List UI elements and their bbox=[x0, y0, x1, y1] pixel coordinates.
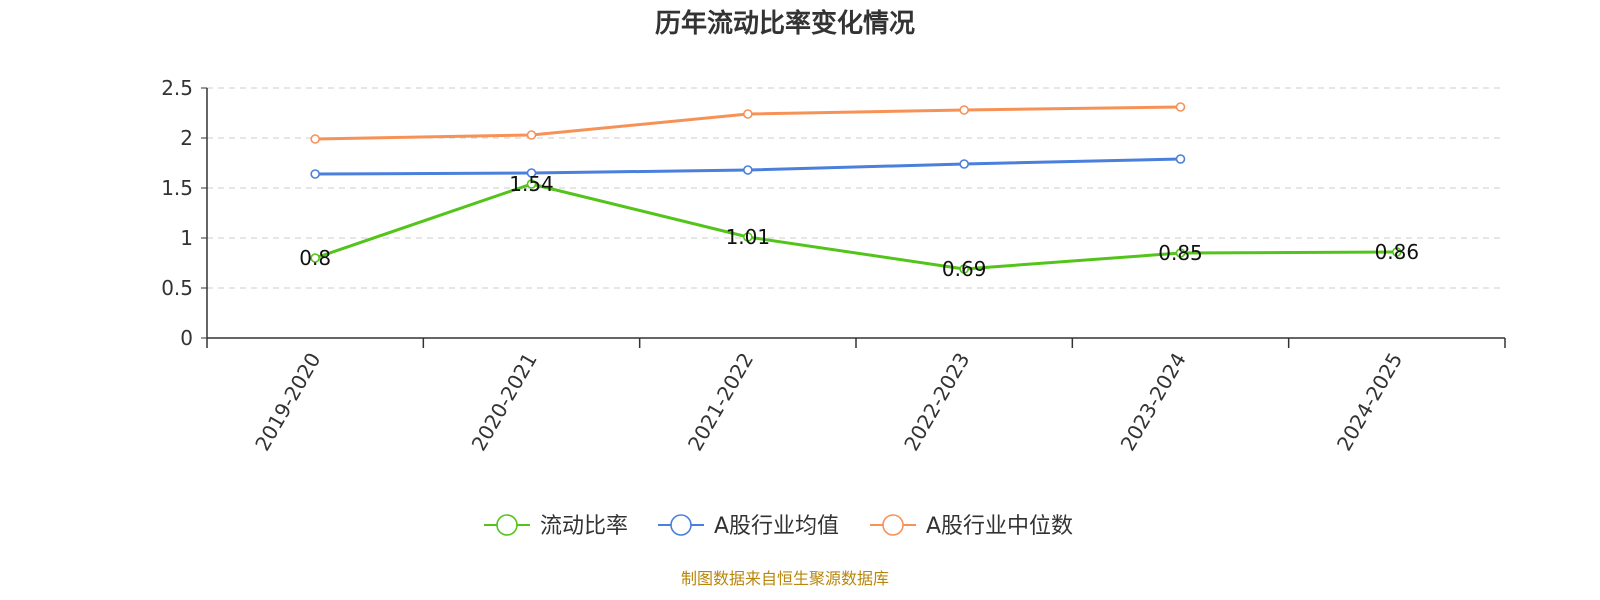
legend-marker bbox=[496, 514, 518, 536]
x-tick-label: 2022-2023 bbox=[899, 349, 974, 455]
x-tick-label: 2020-2021 bbox=[467, 349, 542, 455]
series-lines bbox=[310, 102, 1402, 274]
y-tick-label: 1 bbox=[180, 226, 193, 250]
chart-title: 历年流动比率变化情况 bbox=[655, 8, 915, 39]
axes bbox=[206, 88, 1505, 339]
data-point[interactable] bbox=[743, 232, 753, 242]
data-point[interactable] bbox=[1175, 154, 1186, 164]
data-point[interactable] bbox=[959, 105, 969, 115]
x-tick-label: 2023-2024 bbox=[1116, 349, 1191, 455]
data-source: 制图数据来自恒生聚源数据库 bbox=[681, 569, 889, 588]
legend-label: A股行业均值 bbox=[714, 514, 839, 539]
y-tick-label: 1.5 bbox=[161, 176, 193, 200]
data-point[interactable] bbox=[310, 253, 320, 263]
data-point[interactable] bbox=[959, 264, 969, 274]
x-axis-ticks: 2019-2020 2020-2021 2021-2022 2022-2023 2023… bbox=[206, 338, 1506, 455]
data-label: 0.69 bbox=[942, 257, 987, 281]
data-point[interactable] bbox=[526, 179, 537, 189]
y-tick-label: 0.5 bbox=[161, 276, 193, 300]
data-label: 1.54 bbox=[509, 172, 554, 196]
data-point[interactable] bbox=[743, 165, 753, 175]
legend[interactable]: 流动比率 A股行业均值 A股行业中位数 bbox=[484, 514, 1073, 539]
y-axis-ticks: 0 0.5 1 1.5 2 2.5 bbox=[161, 76, 207, 350]
legend-label: A股行业中位数 bbox=[926, 514, 1073, 539]
legend-item[interactable]: A股行业均值 bbox=[658, 514, 839, 539]
data-label: 0.8 bbox=[299, 246, 331, 270]
legend-item[interactable]: A股行业中位数 bbox=[870, 514, 1073, 539]
data-label: 1.01 bbox=[726, 225, 771, 249]
data-point[interactable] bbox=[959, 159, 969, 169]
legend-marker bbox=[670, 514, 692, 536]
data-point[interactable] bbox=[526, 168, 537, 178]
data-point[interactable] bbox=[310, 169, 320, 179]
legend-marker bbox=[882, 514, 904, 536]
series-line bbox=[314, 182, 1397, 271]
data-point[interactable] bbox=[526, 130, 537, 140]
data-label: 0.86 bbox=[1375, 240, 1420, 264]
x-tick-label: 2024-2025 bbox=[1332, 349, 1407, 455]
legend-item[interactable]: 流动比率 bbox=[484, 514, 628, 539]
data-point[interactable] bbox=[1175, 248, 1186, 258]
x-tick-label: 2021-2022 bbox=[683, 349, 758, 455]
data-point[interactable] bbox=[1392, 247, 1402, 257]
data-point[interactable] bbox=[1175, 102, 1186, 112]
grid-lines bbox=[207, 87, 1505, 289]
data-point[interactable] bbox=[310, 134, 320, 144]
y-tick-label: 2 bbox=[180, 126, 193, 150]
y-tick-label: 0 bbox=[180, 326, 193, 350]
data-label: 0.85 bbox=[1158, 241, 1203, 265]
legend-label: 流动比率 bbox=[540, 514, 628, 539]
data-point[interactable] bbox=[743, 109, 753, 119]
y-tick-label: 2.5 bbox=[161, 76, 193, 100]
x-tick-label: 2019-2020 bbox=[250, 349, 325, 455]
data-labels: 0.8 1.54 1.01 0.69 0.85 0.86 bbox=[299, 172, 1419, 281]
